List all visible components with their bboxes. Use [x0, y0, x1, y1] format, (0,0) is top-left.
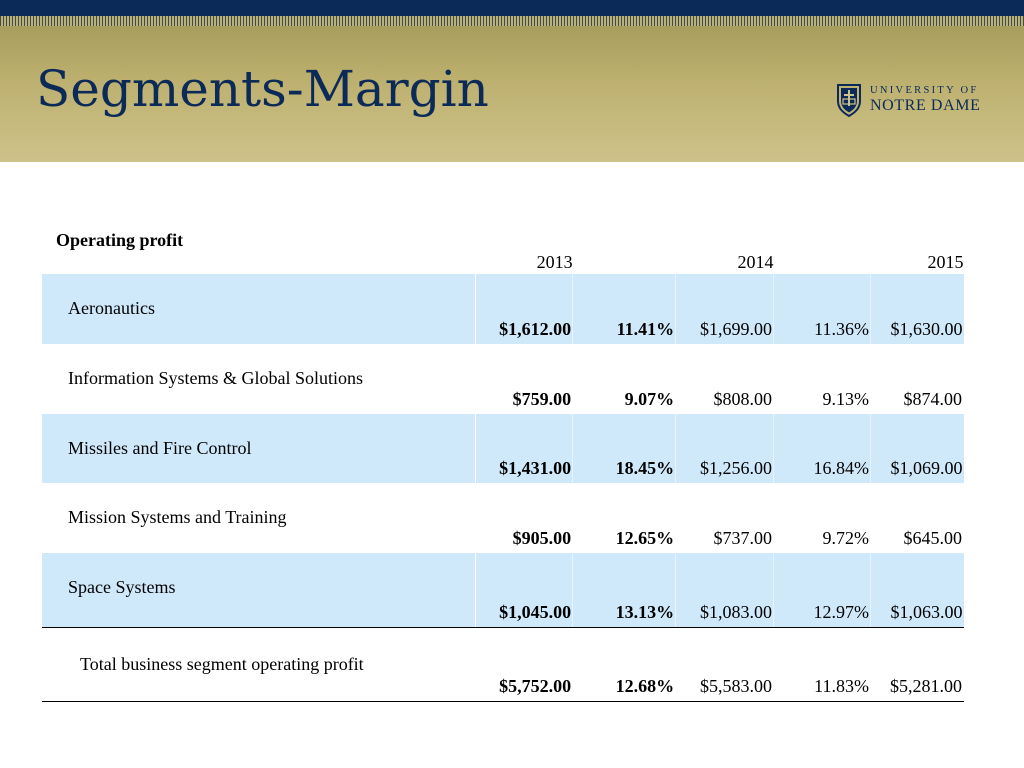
operating-profit-table: 2013 2014 2015 Aeronautics $1,612.00 11.… [42, 252, 964, 702]
total-value-2014: $5,583.00 [675, 627, 775, 702]
segment-label: Aeronautics [42, 274, 477, 344]
total-label: Total business segment operating profit [42, 627, 477, 702]
year-header-2015: 2015 [927, 252, 964, 272]
margin-2013: 18.45% [572, 414, 677, 483]
table-row: Aeronautics $1,612.00 11.41% $1,699.00 1… [42, 274, 964, 344]
margin-2014: 11.36% [773, 274, 871, 344]
total-row: Total business segment operating profit … [42, 627, 964, 702]
margin-2013: 11.41% [572, 274, 677, 344]
value-2014: $808.00 [675, 344, 775, 414]
year-header-row: 2013 2014 2015 [42, 252, 964, 274]
top-navy-bar [0, 0, 1024, 16]
slide-title: Segments-Margin [36, 60, 489, 118]
margin-2013: 9.07% [572, 344, 677, 414]
decorative-stripe [0, 16, 1024, 26]
margin-2014: 9.72% [773, 483, 871, 553]
table-row: Missiles and Fire Control $1,431.00 18.4… [42, 414, 964, 483]
year-header-2014: 2014 [737, 252, 774, 272]
value-2013: $1,045.00 [475, 553, 574, 628]
table-row: Mission Systems and Training $905.00 12.… [42, 483, 964, 553]
university-logo: UNIVERSITY OF NOTRE DAME [836, 80, 988, 120]
table-row: Space Systems $1,045.00 13.13% $1,083.00… [42, 553, 964, 628]
year-header-2013: 2013 [536, 252, 573, 272]
value-2015: $874.00 [870, 344, 964, 414]
segment-label: Information Systems & Global Solutions [42, 344, 477, 414]
value-2013: $759.00 [475, 344, 574, 414]
segment-label: Missiles and Fire Control [42, 414, 477, 483]
value-2015: $1,630.00 [870, 274, 964, 344]
value-2014: $1,699.00 [675, 274, 775, 344]
value-2014: $1,256.00 [675, 414, 775, 483]
table-caption: Operating profit [56, 230, 184, 250]
margin-2014: 12.97% [773, 553, 871, 628]
value-2015: $645.00 [870, 483, 964, 553]
margin-2013: 12.65% [572, 483, 677, 553]
segment-label: Space Systems [42, 553, 477, 628]
margin-2014: 9.13% [773, 344, 871, 414]
value-2013: $1,431.00 [475, 414, 574, 483]
margin-2014: 16.84% [773, 414, 871, 483]
value-2015: $1,063.00 [870, 553, 964, 628]
logo-line-notre-dame: NOTRE DAME [870, 97, 981, 115]
value-2013: $1,612.00 [475, 274, 574, 344]
value-2013: $905.00 [475, 483, 574, 553]
logo-line-university: UNIVERSITY OF [870, 84, 979, 96]
segment-label: Mission Systems and Training [42, 483, 477, 553]
total-value-2013: $5,752.00 [475, 627, 574, 702]
value-2015: $1,069.00 [870, 414, 964, 483]
table-row: Information Systems & Global Solutions $… [42, 344, 964, 414]
value-2014: $737.00 [675, 483, 775, 553]
total-margin-2014: 11.83% [773, 627, 871, 702]
total-value-2015: $5,281.00 [870, 627, 964, 702]
total-margin-2013: 12.68% [572, 627, 677, 702]
value-2014: $1,083.00 [675, 553, 775, 628]
margin-2013: 13.13% [572, 553, 677, 628]
shield-crest-icon [837, 84, 861, 117]
